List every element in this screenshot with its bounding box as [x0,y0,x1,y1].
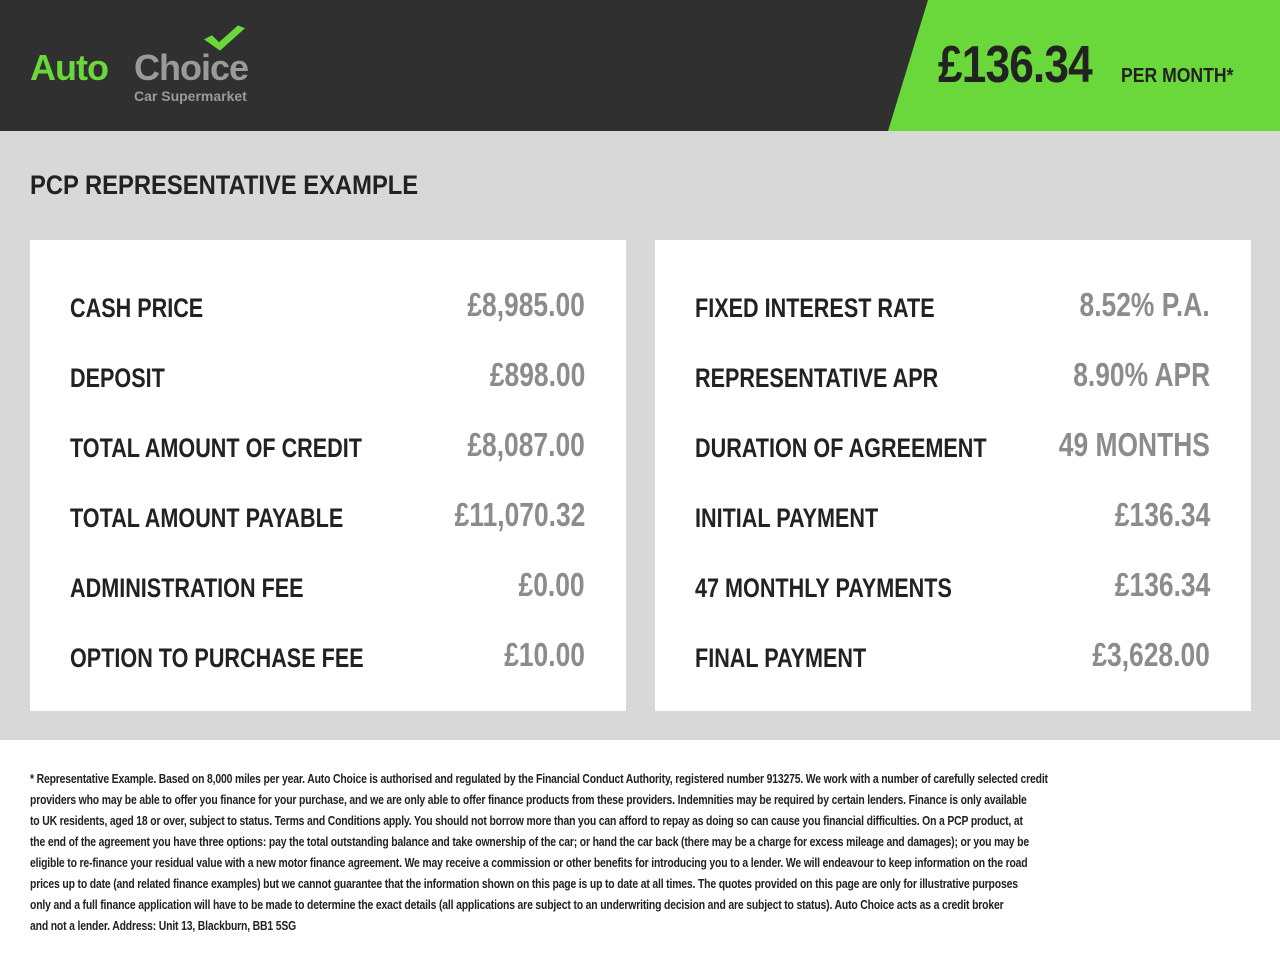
row-label: FIXED INTEREST RATE [695,293,935,323]
row-value: £898.00 [489,356,585,393]
disclaimer-line: only and a full finance application will… [30,897,1004,912]
checkmark-icon [204,25,245,51]
finance-row: TOTAL AMOUNT PAYABLE £11,070.32 [70,495,585,539]
finance-row: REPRESENTATIVE APR 8.90% APR [695,355,1210,399]
finance-row: FIXED INTEREST RATE 8.52% P.A. [695,285,1210,329]
disclaimer: * Representative Example. Based on 8,000… [30,771,1280,939]
row-value: £8,087.00 [467,426,585,463]
row-value: £0.00 [518,566,585,603]
per-month-label: PER MONTH* [1121,65,1234,87]
row-label: DEPOSIT [70,363,165,393]
row-value: £11,070.32 [454,496,585,533]
disclaimer-line: * Representative Example. Based on 8,000… [30,771,1048,786]
row-label: 47 MONTHLY PAYMENTS [695,573,952,603]
row-value: £10.00 [504,636,585,673]
finance-row: CASH PRICE £8,985.00 [70,285,585,329]
disclaimer-line: providers who may be able to offer you f… [30,792,1027,807]
disclaimer-line: the end of the agreement you have three … [30,834,1029,849]
row-label: CASH PRICE [70,293,204,323]
row-label: FINAL PAYMENT [695,643,867,673]
finance-row: FINAL PAYMENT £3,628.00 [695,635,1210,679]
disclaimer-line: prices up to date (and related finance e… [30,876,1018,891]
row-value: 49 MONTHS [1058,426,1210,463]
monthly-price: £136.34 [938,36,1093,94]
row-label: OPTION TO PURCHASE FEE [70,643,364,673]
finance-row: DEPOSIT £898.00 [70,355,585,399]
logo-text-auto: Auto [30,47,109,88]
disclaimer-line: and not a lender. Address: Unit 13, Blac… [30,918,297,933]
row-value: £8,985.00 [467,286,585,323]
finance-row: DURATION OF AGREEMENT 49 MONTHS [695,425,1210,469]
row-label: ADMINISTRATION FEE [70,573,304,603]
row-label: TOTAL AMOUNT PAYABLE [70,503,344,533]
auto-choice-logo: Auto Choice Car Supermarket [30,24,280,110]
monthly-price-band [888,0,1280,131]
finance-row: 47 MONTHLY PAYMENTS £136.34 [695,565,1210,609]
row-value: £136.34 [1114,496,1210,533]
disclaimer-line: eligible to re-finance your residual val… [30,855,1028,870]
row-label: REPRESENTATIVE APR [695,363,939,393]
finance-row: ADMINISTRATION FEE £0.00 [70,565,585,609]
row-value: 8.90% APR [1073,356,1210,393]
section-title: PCP REPRESENTATIVE EXAMPLE [30,170,419,200]
finance-row: OPTION TO PURCHASE FEE £10.00 [70,635,585,679]
finance-row: INITIAL PAYMENT £136.34 [695,495,1210,539]
logo-tagline: Car Supermarket [134,88,247,104]
finance-card-left: CASH PRICE £8,985.00 DEPOSIT £898.00 TOTAL A… [30,240,626,711]
row-label: INITIAL PAYMENT [695,503,879,533]
finance-row: TOTAL AMOUNT OF CREDIT £8,087.00 [70,425,585,469]
row-label: TOTAL AMOUNT OF CREDIT [70,433,362,463]
logo-text-choice: Choice [134,47,249,88]
finance-card-right: FIXED INTEREST RATE 8.52% P.A. REPRESENTAT… [655,240,1251,711]
disclaimer-line: to UK residents, aged 18 or over, subjec… [30,813,1023,828]
row-value: £3,628.00 [1092,636,1210,673]
row-label: DURATION OF AGREEMENT [695,433,987,463]
row-value: £136.34 [1114,566,1210,603]
row-value: 8.52% P.A. [1079,286,1210,323]
header: Auto Choice Car Supermarket £136.34 PER … [0,0,1280,131]
